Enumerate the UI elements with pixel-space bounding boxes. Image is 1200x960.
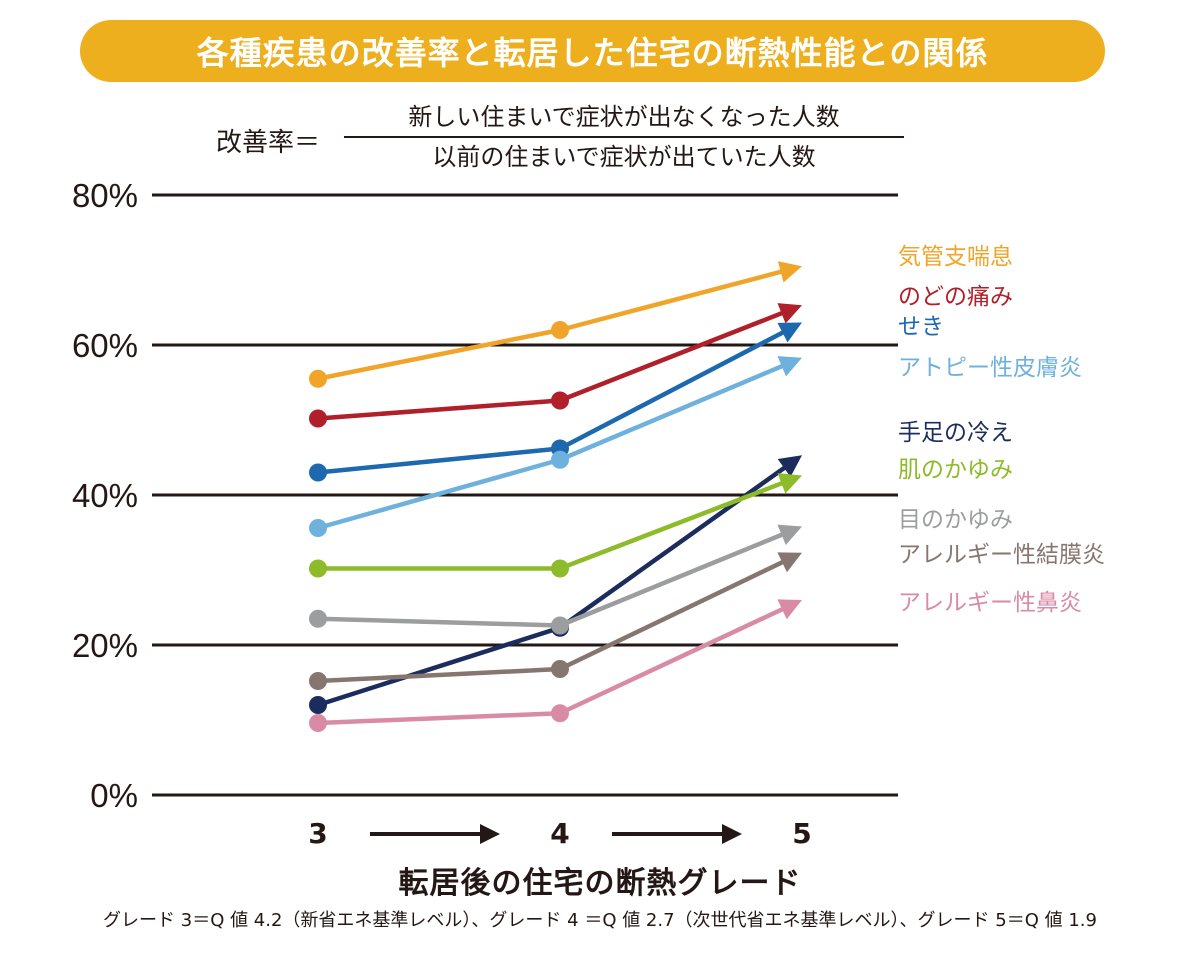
data-point [551, 704, 569, 723]
formula-denominator: 以前の住まいで症状が出ていた人数 [432, 143, 816, 171]
data-point [551, 321, 569, 339]
data-point [309, 369, 327, 388]
data-point [309, 714, 327, 732]
chart-title: 各種疾患の改善率と転居した住宅の断熱性能との関係 [196, 34, 989, 72]
series-3 [309, 322, 802, 482]
formula-label: 改善率＝ [216, 128, 321, 158]
series-arrowhead [777, 261, 802, 283]
series-4 [309, 356, 802, 537]
x-tick-label: 4 [550, 817, 569, 850]
data-point [309, 609, 327, 628]
series-2 [309, 303, 802, 428]
data-point [309, 519, 327, 537]
legend-entry: せき [898, 314, 944, 340]
series-arrowhead [777, 322, 802, 343]
formula: 改善率＝ 新しい住まいで症状が出なくなった人数 以前の住まいで症状が出ていた人数 [210, 100, 910, 180]
x-axis-arrow-head [480, 824, 500, 844]
series-1 [309, 261, 802, 388]
data-point [551, 616, 569, 635]
data-point [309, 409, 327, 428]
gridlines [152, 193, 898, 797]
legend-entry: 気管支喘息 [898, 244, 1013, 270]
x-tick-label: 3 [308, 817, 327, 850]
series-arrowhead [777, 524, 802, 546]
data-point [551, 559, 569, 578]
series-8 [309, 552, 802, 690]
legend-entry: のどの痛み [898, 284, 1013, 310]
series-arrowhead [777, 455, 802, 477]
series-7 [309, 524, 802, 635]
series-arrowhead [777, 473, 802, 494]
fraction-line [344, 136, 904, 138]
x-axis-arrow-head [722, 824, 742, 844]
series-6 [309, 473, 802, 578]
series-line [317, 363, 785, 531]
y-tick-label: 0% [90, 777, 138, 814]
data-point [309, 696, 327, 714]
data-point [309, 559, 327, 578]
legend-entry: アトピー性皮膚炎 [898, 355, 1082, 381]
y-tick-label: 20% [72, 627, 138, 664]
series-arrowhead [777, 303, 802, 324]
series-group [309, 261, 802, 732]
title-banner: 各種疾患の改善率と転居した住宅の断熱性能との関係 [80, 20, 1105, 82]
data-point [551, 391, 569, 410]
series-line [317, 269, 784, 381]
y-tick-label: 80% [72, 177, 138, 214]
y-tick-label: 40% [72, 477, 138, 514]
y-tick-label: 60% [72, 327, 138, 364]
data-point [309, 463, 327, 482]
series-arrowhead [777, 599, 802, 620]
data-point [309, 672, 327, 690]
series-arrowhead [777, 356, 802, 377]
legend-entry: アレルギー性結膜炎 [898, 542, 1105, 568]
legend-entry: 肌のかゆみ [898, 457, 1013, 483]
series-line [317, 531, 785, 628]
legend-entry: 手足の冷え [898, 420, 1013, 446]
formula-fraction: 新しい住まいで症状が出なくなった人数 以前の住まいで症状が出ていた人数 [344, 100, 904, 174]
formula-numerator: 新しい住まいで症状が出なくなった人数 [408, 103, 840, 131]
legend: 気管支喘息のどの痛みせきアトピー性皮膚炎手足の冷え肌のかゆみ目のかゆみアレルギー… [898, 244, 1105, 616]
x-axis-title: 転居後の住宅の断熱グレード [398, 866, 802, 901]
data-point [551, 450, 569, 469]
series-arrowhead [777, 552, 802, 573]
data-point [551, 660, 569, 678]
x-tick-label: 5 [792, 817, 811, 850]
y-axis-ticks: 0% 20% 40% 60% 80% [72, 177, 138, 814]
footnote: グレード 3＝Q 値 4.2（新省エネ基準レベル）、グレード 4 ＝Q 値 2.… [103, 910, 1097, 931]
x-axis: 3 4 5 [308, 817, 811, 850]
legend-entry: 目のかゆみ [898, 507, 1013, 533]
series-9 [309, 599, 802, 732]
legend-entry: アレルギー性鼻炎 [898, 590, 1082, 616]
